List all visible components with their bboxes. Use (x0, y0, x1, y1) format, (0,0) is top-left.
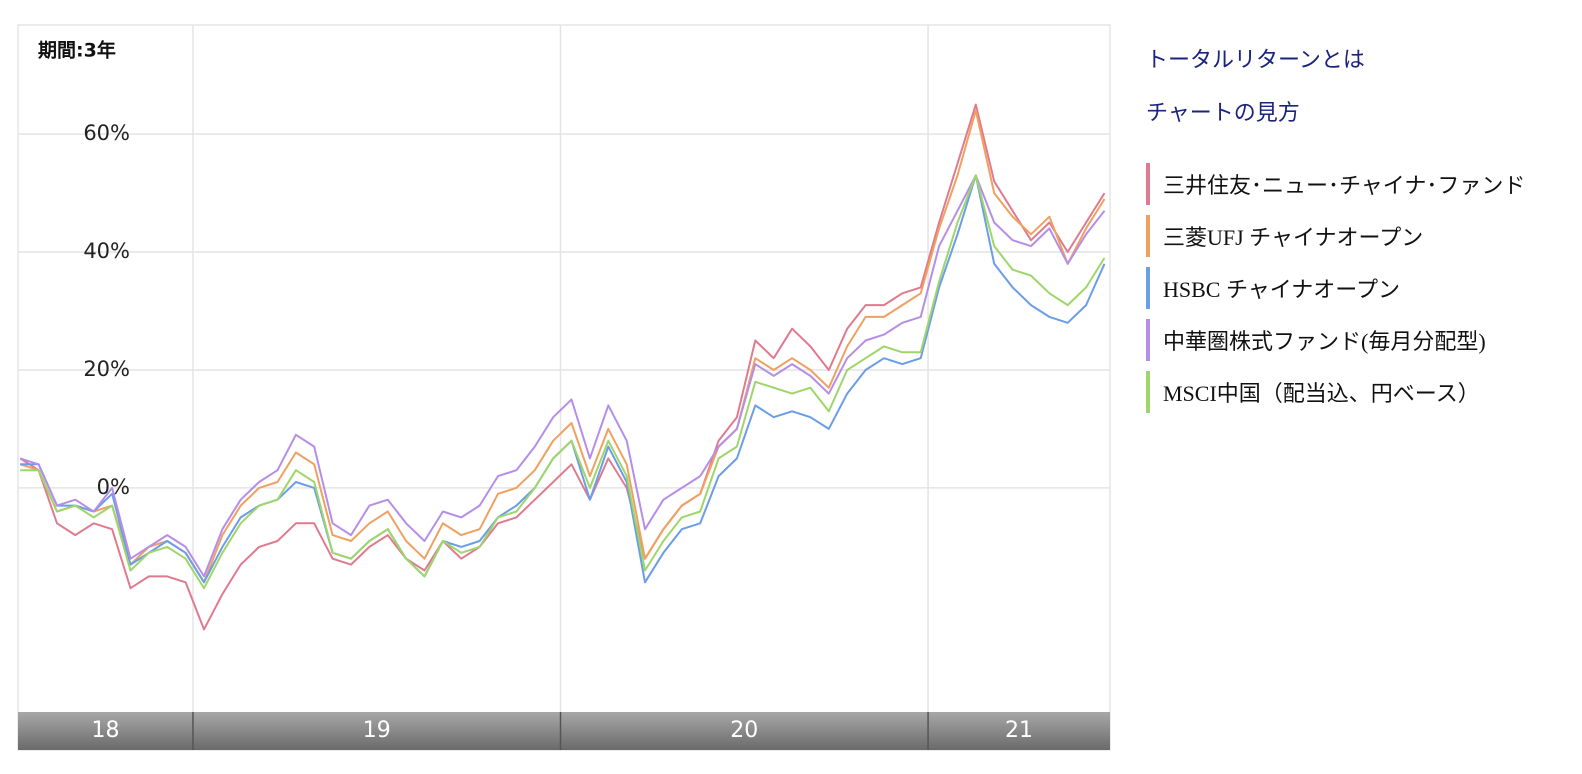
legend-label: 中華圏株式ファンド(毎月分配型) (1163, 329, 1486, 354)
link[interactable]: トータルリターンとは (1146, 47, 1365, 72)
x-axis-bar (18, 712, 1110, 750)
legend-item: MSCI中国（配当込、円ベース） (1146, 366, 1525, 418)
legend-item: HSBC チャイナオープン (1146, 262, 1525, 314)
series-line (19, 103, 1106, 631)
legend-swatch (1146, 215, 1150, 257)
link[interactable]: チャートの見方 (1146, 100, 1300, 125)
side-panel: トータルリターンとは チャートの見方 三井住友･ニュー･チャイナ･ファンド 三菱U… (1146, 40, 1525, 418)
legend: 三井住友･ニュー･チャイナ･ファンド 三菱UFJ チャイナオープン HSBC チャイ… (1146, 158, 1525, 418)
legend-label: HSBC チャイナオープン (1163, 277, 1400, 302)
series-line (19, 174, 1106, 578)
legend-swatch (1146, 267, 1150, 309)
legend-label: 三井住友･ニュー･チャイナ･ファンド (1163, 173, 1526, 198)
x-band-label: 19 (363, 718, 391, 743)
series-line (20, 174, 1106, 590)
x-band-label: 20 (730, 718, 758, 743)
y-tick-label: 20% (83, 357, 130, 381)
legend-label: MSCI中国（配当込、円ベース） (1163, 381, 1480, 406)
legend-label: 三菱UFJ チャイナオープン (1163, 225, 1424, 250)
legend-item: 三井住友･ニュー･チャイナ･ファンド (1146, 158, 1525, 210)
legend-item: 中華圏株式ファンド(毎月分配型) (1146, 314, 1525, 366)
x-band-label: 21 (1005, 718, 1033, 743)
legend-swatch (1146, 163, 1150, 205)
chart: 期間:3年 0% 20% 40% 60% 18 19 20 21 (17, 24, 1111, 751)
legend-swatch (1146, 319, 1150, 361)
x-band-label: 18 (91, 718, 119, 743)
period-label: 期間:3年 (38, 39, 116, 62)
y-tick-label: 60% (83, 121, 130, 145)
y-tick-label: 40% (83, 239, 130, 263)
legend-item: 三菱UFJ チャイナオープン (1146, 210, 1525, 262)
y-tick-label: 0% (97, 475, 130, 499)
legend-swatch (1146, 371, 1150, 413)
